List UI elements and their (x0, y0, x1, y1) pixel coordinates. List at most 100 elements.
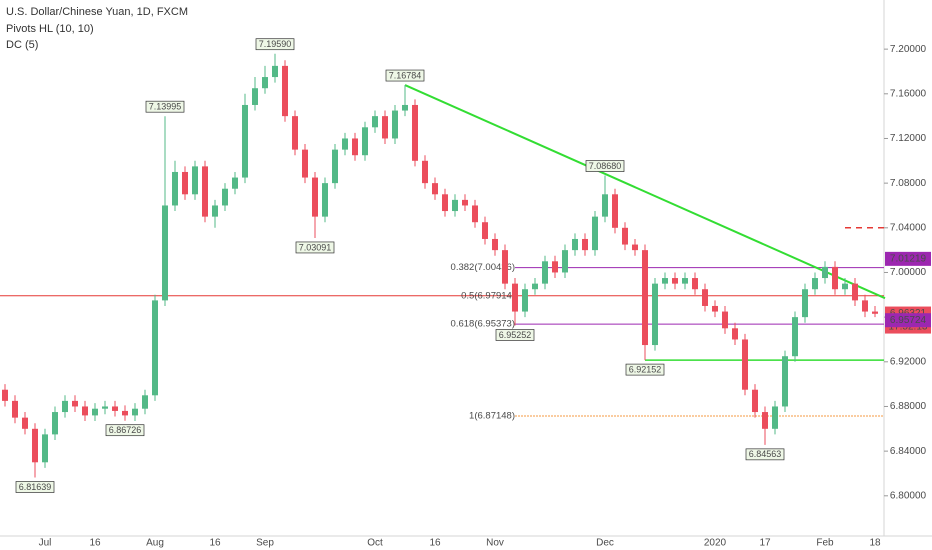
price-badge (885, 313, 931, 328)
fib-label: 0.382(7.00436) (451, 262, 515, 273)
candle-body (502, 250, 508, 284)
y-tick-label: 7.16000 (890, 88, 927, 99)
pivot-box (255, 38, 295, 51)
pivot-box (145, 100, 185, 113)
candle-body (42, 434, 48, 463)
candle-body (162, 205, 168, 301)
candle-body (482, 222, 488, 239)
candle-body (472, 205, 478, 223)
fib-label: 1(6.87148) (469, 410, 515, 421)
indicator-label: Pivots HL (10, 10) (6, 23, 94, 35)
candle-body (452, 199, 458, 212)
candle-body (12, 400, 18, 418)
candle-body (62, 400, 68, 413)
candle-body (322, 183, 328, 217)
candle-body (422, 160, 428, 184)
candle-body (272, 65, 278, 78)
candle-body (72, 400, 78, 407)
candle-body (52, 412, 58, 435)
fib-label: 0.618(6.95373) (451, 319, 515, 330)
pivot-label: 7.16784 (389, 70, 422, 80)
candle-body (372, 116, 378, 128)
candle-body (382, 116, 388, 139)
candle-body (522, 289, 528, 312)
candle-body (862, 300, 868, 312)
x-tick-label: Aug (146, 538, 164, 549)
candle-body (102, 406, 108, 409)
candle-body (852, 283, 858, 301)
legend: U.S. Dollar/Chinese Yuan, 1D, FXCM Pivot… (6, 6, 188, 51)
x-tick-label: 17 (759, 538, 771, 549)
pivot-label: 7.03091 (299, 242, 332, 252)
candle-body (32, 428, 38, 463)
fib-label: 0.5(6.97914) (461, 290, 515, 301)
candle-body (252, 88, 258, 105)
candle-body (632, 244, 638, 251)
candle-body (592, 216, 598, 251)
candle-body (202, 166, 208, 217)
candle-body (282, 65, 288, 117)
candle-body (142, 395, 148, 409)
candle-body (192, 166, 198, 195)
candle-body (442, 194, 448, 212)
candle-body (572, 238, 578, 251)
x-tick-label: 2020 (704, 538, 727, 549)
candle-body (112, 406, 118, 411)
candle-body (672, 278, 678, 284)
x-tick-label: 16 (209, 538, 221, 549)
candle-body (362, 127, 368, 156)
x-tick-label: Nov (486, 538, 504, 549)
x-tick-label: 16 (89, 538, 101, 549)
candle-body (532, 283, 538, 290)
x-tick-label: 16 (429, 538, 441, 549)
candle-body (92, 408, 98, 416)
candle-body (122, 410, 128, 416)
candle-body (262, 77, 268, 89)
candle-body (332, 149, 338, 184)
candle-body (542, 261, 548, 284)
x-tick-label: Feb (816, 538, 834, 549)
candle-body (392, 110, 398, 139)
candle-body (512, 283, 518, 312)
candle-body (562, 250, 568, 273)
candle-body (432, 183, 438, 195)
y-tick-label: 6.88000 (890, 401, 927, 412)
y-tick-label: 7.12000 (890, 133, 927, 144)
price-badge-label: 7.01219 (890, 253, 927, 264)
candle-body (742, 339, 748, 390)
pivot-box (585, 160, 625, 172)
pivot-label: 7.13995 (149, 102, 182, 112)
candle-body (402, 104, 408, 111)
pivot-label: 6.92152 (629, 364, 662, 374)
pivot-label: 7.08680 (589, 161, 622, 171)
candle-body (822, 266, 828, 279)
candle-body (722, 311, 728, 329)
candle-body (772, 406, 778, 429)
pivot-box (745, 448, 785, 461)
candle-body (612, 194, 618, 228)
pivot-box (495, 329, 535, 341)
candle-body (782, 356, 788, 407)
price-badge (885, 251, 931, 266)
y-tick-label: 7.20000 (890, 44, 927, 55)
trendline (404, 84, 886, 300)
candle-body (152, 300, 158, 396)
y-tick-label: 6.80000 (890, 490, 927, 501)
pivot-label: 6.81639 (19, 482, 52, 492)
candle-body (312, 177, 318, 217)
candle-body (182, 171, 188, 195)
x-tick-label: 18 (869, 538, 881, 549)
pivot-box (385, 69, 425, 82)
candle-body (582, 238, 588, 251)
candle-body (82, 406, 88, 416)
candle-body (642, 250, 648, 346)
candle-body (832, 266, 838, 290)
candle-body (702, 289, 708, 306)
pivot-box (625, 363, 665, 376)
candle-body (492, 238, 498, 251)
x-tick-label: Dec (596, 538, 614, 549)
candle-body (662, 278, 668, 284)
y-tick-label: 7.04000 (890, 222, 927, 233)
candle-body (462, 199, 468, 206)
